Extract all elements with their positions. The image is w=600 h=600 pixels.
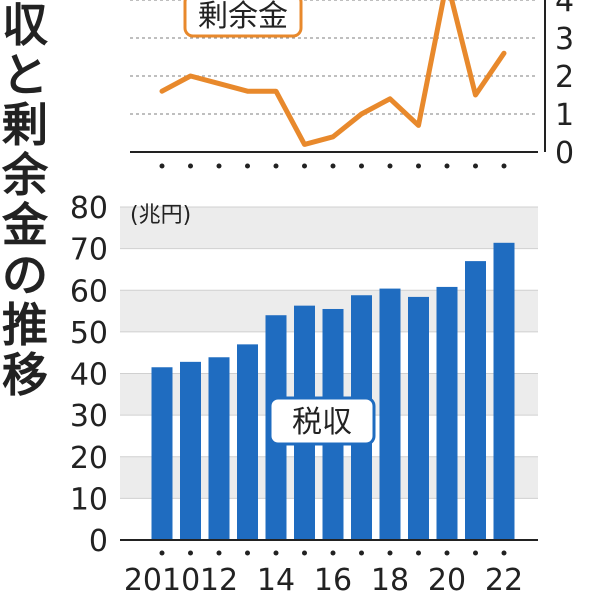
x-tick-dot xyxy=(473,550,478,556)
x-tick-dot xyxy=(501,550,507,556)
line-x-tick-dot xyxy=(302,163,307,169)
line-x-tick-dot xyxy=(188,163,193,169)
line-x-tick-dot xyxy=(359,163,364,169)
x-tick-dot xyxy=(245,550,250,556)
line-y-tick-label: 2 xyxy=(555,60,574,95)
x-tick-dot xyxy=(216,550,222,556)
bar xyxy=(237,344,258,540)
line-x-tick-dot xyxy=(501,163,507,169)
x-tick-label: 14 xyxy=(257,563,295,598)
y-tick-label: 0 xyxy=(89,524,108,559)
line-x-tick-dot xyxy=(330,163,336,169)
x-tick-label: 20 xyxy=(428,563,466,598)
bar xyxy=(208,357,230,540)
x-tick-dot xyxy=(330,550,336,556)
bar-series-label: 税収 xyxy=(292,405,352,440)
line-series-label-box xyxy=(183,0,303,38)
bar xyxy=(493,242,515,541)
line-x-tick-dot xyxy=(216,163,222,169)
bar xyxy=(408,296,429,540)
line-x-tick-dot xyxy=(245,163,250,169)
x-tick-dot xyxy=(188,550,193,556)
x-tick-dot xyxy=(444,550,450,556)
line-x-tick-dot xyxy=(444,163,450,169)
y-tick-label: 30 xyxy=(70,399,108,434)
x-tick-label: 2010 xyxy=(124,563,200,598)
grid-band xyxy=(120,207,538,249)
x-tick-dot xyxy=(387,550,393,556)
x-tick-label: 16 xyxy=(314,563,352,598)
x-tick-dot xyxy=(273,550,279,556)
x-tick-dot xyxy=(416,550,421,556)
bar xyxy=(379,288,401,540)
line-series xyxy=(159,0,507,147)
y-tick-label: 80 xyxy=(70,191,108,226)
line-x-tick-dot xyxy=(387,163,393,169)
bar xyxy=(180,361,201,540)
bar-series-label-box xyxy=(268,396,376,446)
bar xyxy=(465,261,486,540)
y-tick-label: 20 xyxy=(70,441,108,476)
line-y-tick-label: 3 xyxy=(555,22,574,57)
x-tick-dot xyxy=(302,550,307,556)
x-tick-label: 12 xyxy=(200,563,238,598)
line-x-tick-dot xyxy=(273,163,279,169)
y-tick-label: 40 xyxy=(70,358,108,393)
unit-label: (兆円) xyxy=(130,203,191,228)
x-tick-label: 22 xyxy=(485,563,523,598)
line-y-tick-label: 4 xyxy=(555,0,574,19)
line-y-tick-label: 0 xyxy=(555,136,574,171)
line-x-tick-dot xyxy=(416,163,421,169)
chart-title: 収と剰余金の推移 xyxy=(2,0,48,402)
x-tick-dot xyxy=(159,550,165,556)
bar xyxy=(436,286,458,540)
y-tick-label: 10 xyxy=(70,482,108,517)
line-series-label: 剰余金 xyxy=(198,0,288,34)
x-tick-label: 18 xyxy=(371,563,409,598)
line-x-tick-dot xyxy=(473,163,478,169)
y-tick-label: 60 xyxy=(70,274,108,309)
y-tick-label: 50 xyxy=(70,316,108,351)
line-x-tick-dot xyxy=(159,163,165,169)
bar xyxy=(151,367,173,540)
y-tick-label: 70 xyxy=(70,233,108,268)
x-tick-dot xyxy=(359,550,364,556)
line-y-tick-label: 1 xyxy=(555,98,574,133)
